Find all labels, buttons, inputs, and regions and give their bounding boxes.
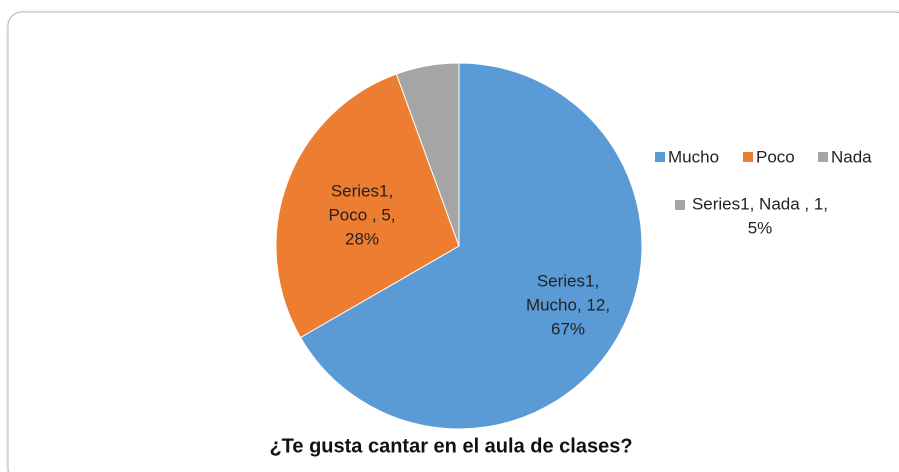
data-label: Series1, Nada , 1, (692, 194, 828, 213)
legend-label: Nada (831, 147, 872, 166)
legend-swatch (818, 152, 828, 162)
pie-slice (299, 62, 643, 430)
data-label: Mucho, 12, (526, 295, 610, 314)
legend-label: Poco (756, 147, 795, 166)
legend-swatch (655, 152, 665, 162)
legend-label: Mucho (668, 147, 719, 166)
data-label: Series1, (331, 181, 393, 200)
chart-title: ¿Te gusta cantar en el aula de clases? (269, 435, 632, 457)
data-label: Series1, (537, 271, 599, 290)
pie-slice (275, 73, 460, 339)
pie-slice (395, 62, 460, 247)
data-label: 28% (345, 229, 379, 248)
data-label-key (675, 200, 685, 210)
legend-swatch (743, 152, 753, 162)
data-label: 5% (748, 218, 773, 237)
data-label: 67% (551, 319, 585, 338)
data-label: Poco , 5, (328, 205, 395, 224)
